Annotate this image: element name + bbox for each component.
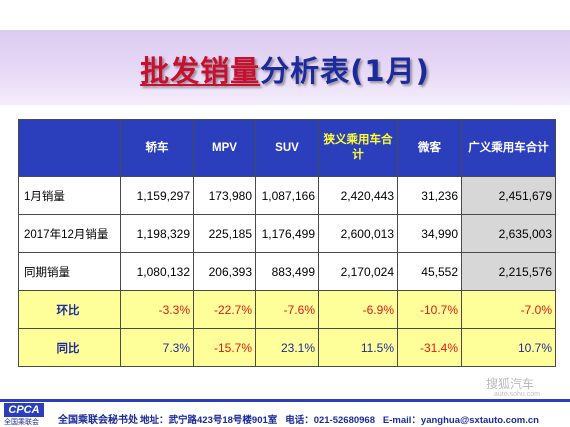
row-label: 同期销量 — [18, 252, 121, 291]
table-cell: -15.7% — [193, 328, 256, 367]
column-header — [18, 119, 121, 177]
table-cell: -6.9% — [318, 290, 398, 329]
table-cell: 173,980 — [193, 176, 256, 215]
table-cell: 23.1% — [255, 328, 319, 367]
column-header: 轿车 — [120, 119, 194, 177]
table-cell: 2,420,443 — [318, 176, 398, 215]
table-cell: -22.7% — [193, 290, 256, 329]
table-cell: 206,393 — [193, 252, 256, 291]
table-row: 同期销量 1,080,132 206,393 883,499 2,170,024… — [18, 252, 556, 291]
cpca-logo-subtitle: 全国乘联会 — [4, 419, 39, 426]
page-title: 批发销量分析表(1月) — [0, 48, 570, 90]
table-cell: 10.7% — [461, 328, 556, 367]
table-cell: 31,236 — [397, 176, 462, 215]
column-header: MPV — [193, 119, 256, 177]
table-cell: 2,170,024 — [318, 252, 398, 291]
table-row: 同比 7.3% -15.7% 23.1% 11.5% -31.4% 10.7% — [18, 328, 556, 367]
table-cell: -7.6% — [255, 290, 319, 329]
table-cell: 1,198,329 — [120, 214, 194, 253]
row-label: 2017年12月销量 — [18, 214, 121, 253]
table-cell: 11.5% — [318, 328, 398, 367]
table-cell: -10.7% — [397, 290, 462, 329]
table-cell: 225,185 — [193, 214, 256, 253]
table-cell: -7.0% — [461, 290, 556, 329]
table-cell: -31.4% — [397, 328, 462, 367]
footer-address: 地址：武宁路423号18号楼901室 — [140, 415, 278, 426]
table-cell: -3.3% — [120, 290, 194, 329]
watermark-url: auto.sohu.com — [494, 391, 540, 398]
footer-phone: 电话：021-52680968 — [285, 415, 375, 426]
table-cell: 2,635,003 — [461, 214, 556, 253]
footer-email: E-mail：yanghua@sxtauto.com.cn — [382, 415, 539, 426]
table-cell: 34,990 — [397, 214, 462, 253]
table-cell: 1,080,132 — [120, 252, 194, 291]
table-cell: 2,451,679 — [461, 176, 556, 215]
title-rest: 分析表(1月) — [260, 54, 430, 88]
table-cell: 2,600,013 — [318, 214, 398, 253]
table-cell: 883,499 — [255, 252, 319, 291]
sales-table: 轿车 MPV SUV 狭义乘用车合计 微客 广义乘用车合计 1月销量 1,159… — [18, 119, 556, 367]
title-highlight: 批发销量 — [140, 54, 261, 88]
column-header: 广义乘用车合计 — [461, 119, 556, 177]
footer-contact: 地址：武宁路423号18号楼901室 电话：021-52680968 E-mai… — [140, 412, 539, 426]
column-header: SUV — [255, 119, 319, 177]
table-row: 环比 -3.3% -22.7% -7.6% -6.9% -10.7% -7.0% — [18, 290, 556, 329]
column-header: 狭义乘用车合计 — [318, 119, 398, 177]
row-label: 同比 — [18, 328, 121, 367]
table-cell: 1,176,499 — [255, 214, 319, 253]
table-cell: 2,215,576 — [461, 252, 556, 291]
table-row: 2017年12月销量 1,198,329 225,185 1,176,499 2… — [18, 214, 556, 253]
watermark: 搜狐汽车 — [486, 377, 535, 391]
table-cell: 7.3% — [120, 328, 194, 367]
footer-divider — [0, 399, 570, 402]
table-cell: 1,159,297 — [120, 176, 194, 215]
table-row: 1月销量 1,159,297 173,980 1,087,166 2,420,4… — [18, 176, 556, 215]
table-cell: 1,087,166 — [255, 176, 319, 215]
table-cell: 45,552 — [397, 252, 462, 291]
table-header-row: 轿车 MPV SUV 狭义乘用车合计 微客 广义乘用车合计 — [18, 119, 556, 177]
row-label: 1月销量 — [18, 176, 121, 215]
row-label: 环比 — [18, 290, 121, 329]
organization-name: 全国乘联会秘书处 — [58, 415, 138, 426]
cpca-logo: CPCA — [4, 403, 44, 417]
column-header: 微客 — [397, 119, 462, 177]
title-band — [0, 30, 570, 105]
